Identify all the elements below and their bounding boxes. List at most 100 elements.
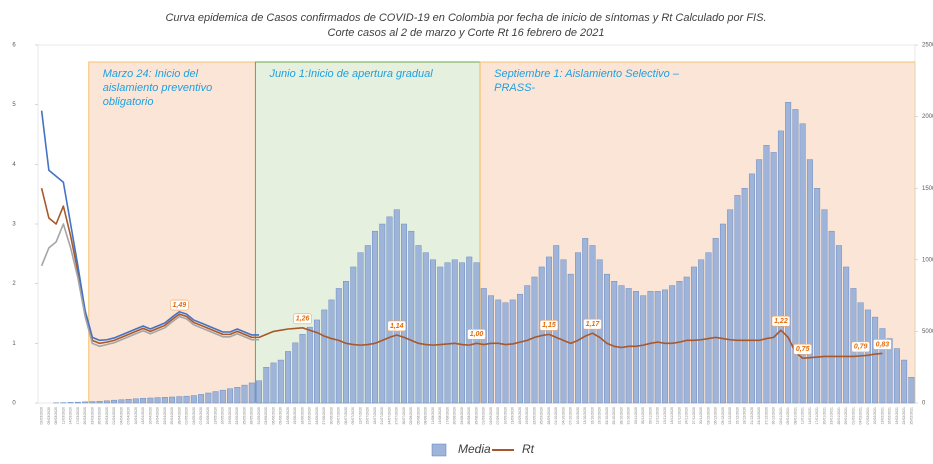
x-tick-label: 10/05/2020 bbox=[206, 407, 210, 425]
x-tick-label: 13/02/2021 bbox=[880, 407, 884, 425]
bar bbox=[828, 230, 835, 404]
bar bbox=[806, 159, 813, 404]
bar bbox=[640, 295, 647, 404]
bar bbox=[430, 259, 436, 404]
x-tick-label: 30/12/2020 bbox=[772, 407, 776, 425]
bar bbox=[654, 291, 661, 404]
x-tick-label: 07/09/2020 bbox=[496, 407, 500, 425]
bar bbox=[96, 401, 103, 404]
legend-label: Media bbox=[458, 442, 491, 456]
x-tick-label: 19/04/2020 bbox=[156, 407, 160, 425]
bar bbox=[103, 400, 110, 404]
x-tick-label: 10/02/2021 bbox=[873, 407, 877, 425]
x-tick-label: 09/12/2020 bbox=[721, 407, 725, 425]
annotation-box bbox=[387, 320, 407, 332]
region bbox=[479, 61, 916, 404]
bar bbox=[756, 159, 763, 404]
y-tick-label: 2 bbox=[12, 281, 16, 287]
bar bbox=[328, 299, 335, 404]
annotation-box bbox=[771, 315, 791, 327]
x-tick-label: 13/04/2020 bbox=[141, 407, 145, 425]
bar bbox=[314, 319, 320, 404]
bar bbox=[777, 130, 784, 404]
y2-tick-label: 10000 bbox=[922, 257, 933, 263]
x-tick-label: 08/01/2021 bbox=[793, 407, 797, 425]
annotation-label: 1,49 bbox=[173, 302, 187, 309]
x-tick-label: 17/03/2020 bbox=[76, 407, 80, 425]
x-tick-label: 08/08/2020 bbox=[424, 407, 428, 425]
x-tick-label: 20/08/2020 bbox=[453, 407, 457, 425]
x-tick-label: 15/11/2020 bbox=[663, 407, 667, 424]
region-label-box: Junio 1:Inicio de apertura gradual bbox=[269, 68, 432, 80]
annotation-label: 1,00 bbox=[470, 331, 484, 338]
bar bbox=[256, 380, 263, 404]
x-tick-label: 19/05/2020 bbox=[228, 407, 232, 425]
x-tick-label: 21/07/2020 bbox=[380, 407, 384, 425]
x-tick-label: 13/05/2020 bbox=[213, 407, 217, 425]
x-tick-label: 26/08/2020 bbox=[467, 407, 471, 425]
bar bbox=[575, 252, 581, 404]
x-tick-label: 15/06/2020 bbox=[293, 407, 297, 425]
bar bbox=[488, 295, 494, 404]
bar bbox=[379, 223, 386, 404]
bar bbox=[270, 362, 277, 404]
rt-line bbox=[40, 188, 883, 360]
x-tick-label: 30/07/2020 bbox=[402, 407, 406, 425]
bar bbox=[241, 384, 248, 404]
x-tick-label: 27/06/2020 bbox=[322, 407, 326, 425]
x-tick-label: 22/05/2020 bbox=[235, 407, 239, 425]
annotation-box bbox=[467, 329, 486, 340]
x-tick-label: 24/07/2020 bbox=[387, 407, 391, 425]
x-tick-label: 04/04/2020 bbox=[119, 407, 123, 425]
x-tick-label: 25/05/2020 bbox=[242, 407, 246, 425]
x-tick-label: 28/09/2020 bbox=[547, 407, 551, 425]
x-tick-label: 02/01/2021 bbox=[779, 407, 783, 425]
y2-tick-label: 5000 bbox=[922, 329, 933, 335]
bar bbox=[835, 245, 842, 404]
chart-title: Curva epidemica de Casos confirmados de … bbox=[165, 12, 766, 24]
bar bbox=[857, 302, 864, 404]
x-tick-label: 31/10/2020 bbox=[627, 407, 631, 425]
x-tick-label: 03/06/2020 bbox=[264, 407, 268, 425]
x-tick-label: 23/01/2021 bbox=[830, 407, 834, 425]
bar bbox=[596, 259, 603, 404]
x-tick-label: 05/03/2020 bbox=[47, 407, 51, 425]
x-tick-label: 03/11/2020 bbox=[634, 407, 638, 424]
x-tick-label: 14/01/2021 bbox=[808, 407, 812, 425]
bar bbox=[118, 399, 125, 404]
x-tick-label: 04/02/2021 bbox=[859, 407, 863, 425]
bar bbox=[495, 299, 502, 404]
x-tick-label: 02/03/2020 bbox=[40, 407, 44, 425]
x-tick-label: 21/11/2020 bbox=[677, 407, 681, 424]
bar bbox=[248, 382, 255, 404]
y2-tick-label: 15000 bbox=[922, 186, 933, 192]
bar bbox=[74, 401, 81, 404]
bar bbox=[125, 399, 132, 404]
y2-tick-label: 0 bbox=[922, 401, 926, 407]
bar bbox=[357, 252, 364, 404]
x-tick-label: 15/12/2020 bbox=[735, 407, 739, 425]
bar bbox=[509, 299, 516, 404]
bar bbox=[770, 152, 777, 404]
annotation-label: 1,22 bbox=[774, 318, 788, 325]
bar bbox=[451, 259, 458, 404]
x-tick-label: 11/08/2020 bbox=[431, 407, 435, 424]
bar bbox=[604, 273, 610, 404]
bar bbox=[843, 266, 850, 404]
bar bbox=[517, 293, 523, 404]
x-tick-label: 12/06/2020 bbox=[286, 407, 290, 425]
x-tick-label: 13/09/2020 bbox=[511, 407, 515, 425]
region-label: Marzo 24: Inicio del aislamiento prevent… bbox=[102, 68, 213, 108]
x-tick-label: 22/02/2021 bbox=[902, 407, 906, 425]
annotation-box bbox=[539, 320, 559, 331]
bar bbox=[893, 348, 900, 404]
x-tick-label: 03/07/2020 bbox=[337, 407, 341, 425]
bar bbox=[792, 109, 799, 404]
x-tick-label: 22/04/2020 bbox=[163, 407, 167, 425]
bar bbox=[372, 230, 378, 404]
rt-line bbox=[40, 223, 260, 348]
x-tick-label: 20/03/2020 bbox=[83, 407, 87, 425]
x-tick-label: 20/01/2021 bbox=[822, 407, 826, 425]
bar bbox=[306, 326, 313, 404]
